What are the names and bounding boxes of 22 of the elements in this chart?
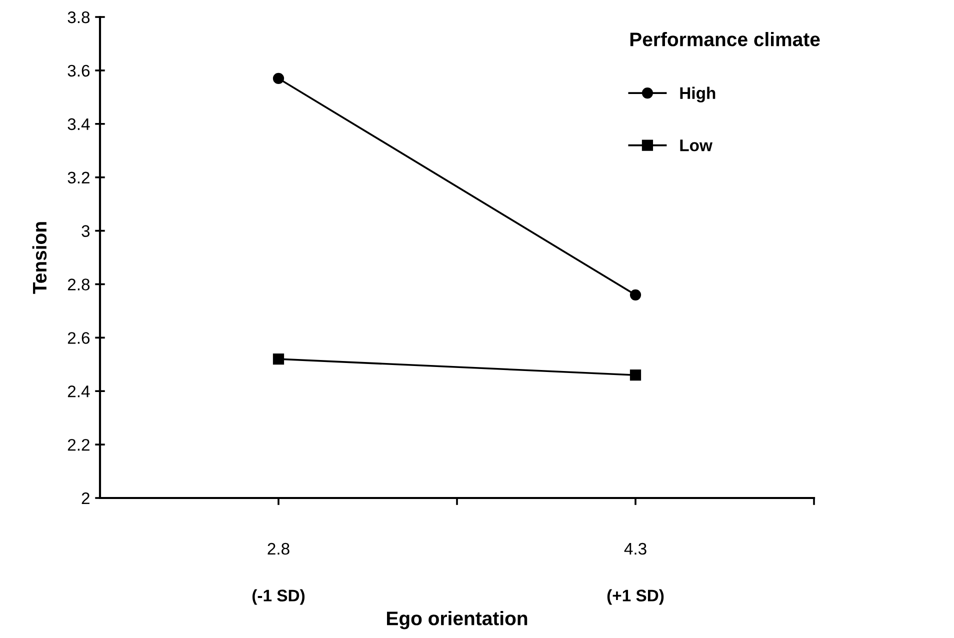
point [630,370,642,381]
y-tick-label: 3 [82,225,90,237]
y-tick-label: 3.6 [68,64,90,77]
legend-title: Performance climate [630,32,820,46]
y-tick-label: 3.4 [68,118,90,130]
x-tick-label: 4.3 [624,542,646,555]
legend-label: High [680,86,716,102]
text: (+1 SD) [607,589,664,605]
y-tick-label: 2.8 [68,278,90,290]
point [630,289,642,300]
point [272,72,284,84]
legend-label: Low [680,140,712,152]
point [272,353,284,365]
x-axis-title: Ego orientation [387,611,528,630]
y-tick-label: 3.2 [68,172,90,184]
y-tick-label: 2.6 [68,332,90,344]
y-tick-label: 2.4 [68,386,90,398]
y-tick-label: 2.2 [68,438,90,451]
y-axis-title: Tension [32,222,47,294]
y-tick-label: 2 [82,492,90,504]
text: (-1 SD) [252,589,305,605]
y-tick-label: 3.8 [68,11,90,24]
